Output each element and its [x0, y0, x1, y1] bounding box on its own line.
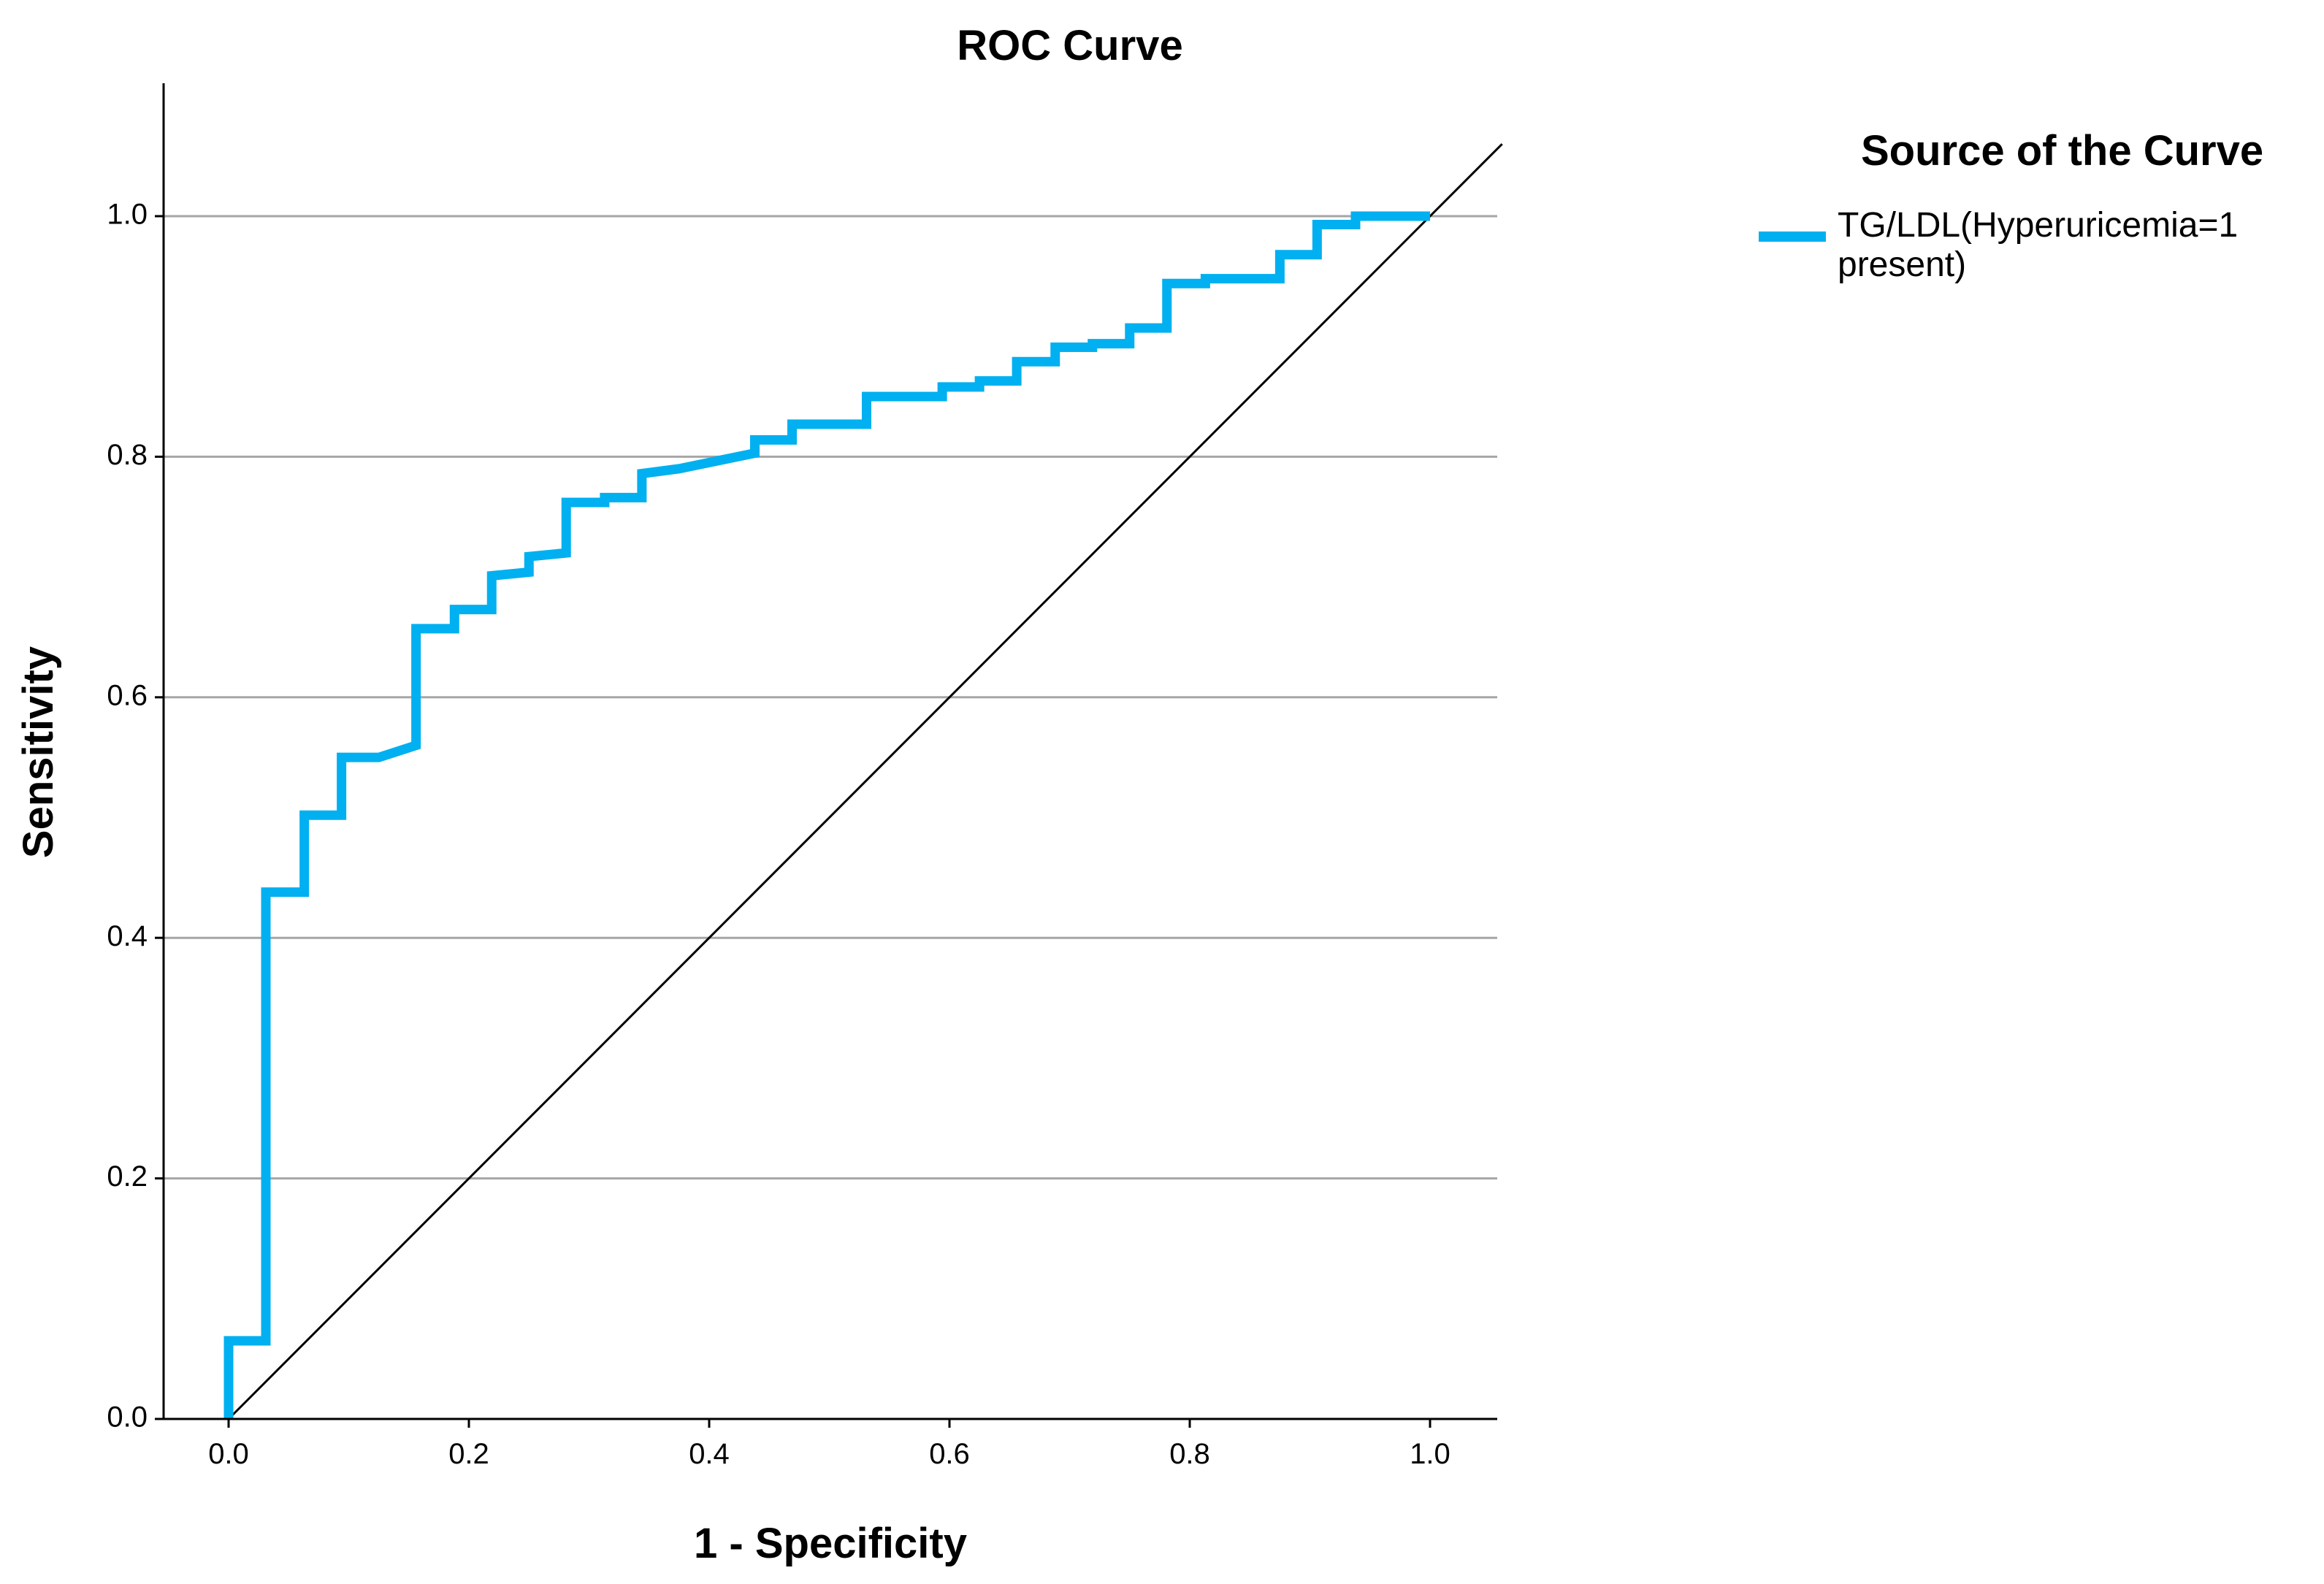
x-tick-label-2: 0.4 [689, 1438, 730, 1470]
roc-curve-line-0 [223, 211, 1430, 1419]
x-tick-label-0: 0.0 [208, 1438, 249, 1470]
y-axis-label: Sensitivity [15, 646, 62, 858]
legend-entry-line1: TG/LDL(Hyperuricemia=1 [1838, 206, 2238, 245]
chart-title: ROC Curve [957, 22, 1182, 69]
y-tick-label-4: 0.8 [107, 439, 148, 471]
x-tick-label-1: 0.2 [448, 1438, 489, 1470]
gridlines [164, 215, 1497, 1180]
legend: Source of the Curve TG/LDL(Hyperuricemia… [1759, 127, 2263, 284]
y-tick-label-2: 0.4 [107, 920, 148, 952]
legend-entry-line2: present) [1838, 245, 1966, 284]
x-tick-label-3: 0.6 [929, 1438, 970, 1470]
y-tick-label-3: 0.6 [107, 679, 148, 711]
x-axis-label: 1 - Specificity [694, 1520, 967, 1567]
reference-line-group [227, 143, 1503, 1420]
x-ticks: 0.0 0.2 0.4 0.6 0.8 1.0 [208, 1419, 1450, 1470]
x-tick-label-5: 1.0 [1410, 1438, 1450, 1470]
y-tick-label-5: 1.0 [107, 199, 148, 231]
y-ticks: 0.0 0.2 0.4 0.6 0.8 1.0 [107, 199, 164, 1434]
legend-title: Source of the Curve [1861, 127, 2263, 175]
y-tick-label-0: 0.0 [107, 1401, 148, 1434]
y-tick-label-1: 0.2 [107, 1160, 148, 1193]
reference-diagonal-line [227, 143, 1503, 1420]
roc-curve-group [223, 211, 1430, 1419]
x-tick-label-4: 0.8 [1169, 1438, 1210, 1470]
